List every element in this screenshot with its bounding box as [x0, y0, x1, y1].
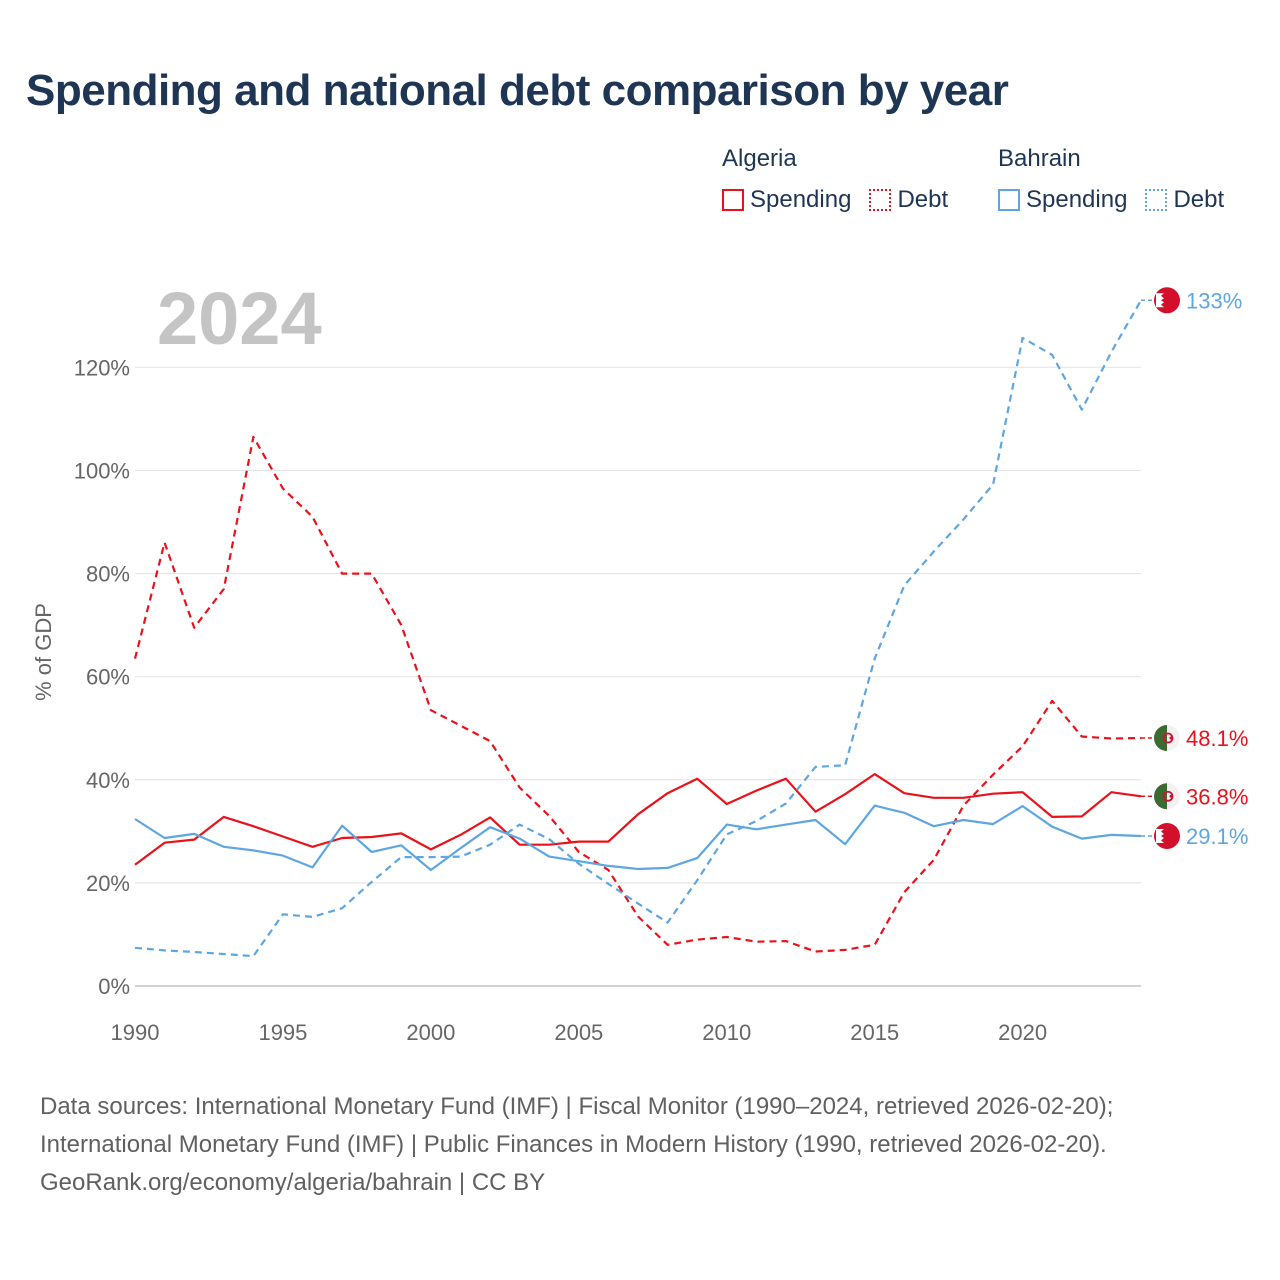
y-tick-label: 20%: [86, 871, 130, 896]
y-tick-label: 60%: [86, 665, 130, 690]
legend-group-bahrain: Bahrain Spending Debt: [998, 144, 1224, 214]
year-watermark: 2024: [157, 277, 322, 360]
series-line-algeria-debt: [133, 435, 1142, 953]
footer-line-3: GeoRank.org/economy/algeria/bahrain | CC…: [40, 1169, 546, 1196]
legend-swatch-dotted: [1145, 189, 1168, 211]
x-tick-label: 2010: [702, 1020, 751, 1045]
legend-item-algeria-debt[interactable]: Debt: [869, 186, 948, 214]
flag-algeria-white: [1167, 725, 1180, 752]
end-value-label: 48.1%: [1186, 726, 1248, 751]
flag-algeria-white: [1167, 783, 1180, 810]
y-tick-label: 80%: [86, 562, 130, 587]
chart-area: 0% 20% 40% 60% 80% 100% 120% 1990 1995 2000 2005 20…: [31, 277, 1248, 1045]
flag-algeria-star: [1169, 736, 1173, 740]
end-value-label: 36.8%: [1186, 784, 1248, 809]
x-tick-label: 1990: [111, 1020, 160, 1045]
x-tick-label: 1995: [258, 1020, 307, 1045]
legend-item-bahrain-spending[interactable]: Spending: [998, 186, 1127, 214]
end-value-label: 133%: [1186, 288, 1242, 313]
y-tick-label: 100%: [74, 458, 130, 483]
y-tick-label: 120%: [74, 355, 130, 380]
page-title: Spending and national debt comparison by…: [26, 66, 1009, 115]
legend-item-label: Spending: [1026, 186, 1128, 213]
footer-line-2: International Monetary Fund (IMF) | Publ…: [40, 1131, 1107, 1158]
x-tick-label: 2005: [554, 1020, 603, 1045]
series-line-bahrain-spending: [134, 804, 1142, 872]
flag-bahrain-white: [1156, 828, 1164, 843]
legend-item-label: Debt: [1173, 186, 1225, 213]
legend-item-label: Spending: [750, 186, 852, 213]
end-value-label: 29.1%: [1186, 824, 1248, 849]
legend-item-bahrain-debt[interactable]: Debt: [1145, 186, 1224, 214]
flag-bahrain-white: [1156, 293, 1164, 308]
legend-item-label: Debt: [897, 186, 949, 213]
legend-group-name: Bahrain: [998, 145, 1081, 172]
series-line-algeria-spending: [134, 772, 1142, 866]
footer: Data sources: International Monetary Fun…: [40, 1088, 1113, 1202]
flag-algeria-green: [1154, 725, 1167, 752]
footer-line-1: Data sources: International Monetary Fun…: [40, 1093, 1114, 1120]
legend-group-algeria: Algeria Spending Debt: [722, 144, 948, 214]
flag-algeria-star: [1169, 794, 1173, 798]
x-tick-label: 2000: [406, 1020, 455, 1045]
y-tick-label: 0%: [98, 974, 130, 999]
flag-algeria-green: [1154, 783, 1167, 810]
y-tick-label: 40%: [86, 768, 130, 793]
y-axis-label: % of GDP: [31, 603, 56, 701]
legend-swatch-solid: [998, 189, 1020, 211]
legend-swatch-dotted: [869, 189, 892, 211]
x-tick-label: 2015: [850, 1020, 899, 1045]
x-tick-label: 2020: [998, 1020, 1047, 1045]
legend-item-algeria-spending[interactable]: Spending: [722, 186, 851, 214]
legend-swatch-solid: [722, 189, 744, 211]
legend-group-name: Algeria: [722, 145, 797, 172]
series-line-bahrain-debt: [134, 299, 1142, 958]
